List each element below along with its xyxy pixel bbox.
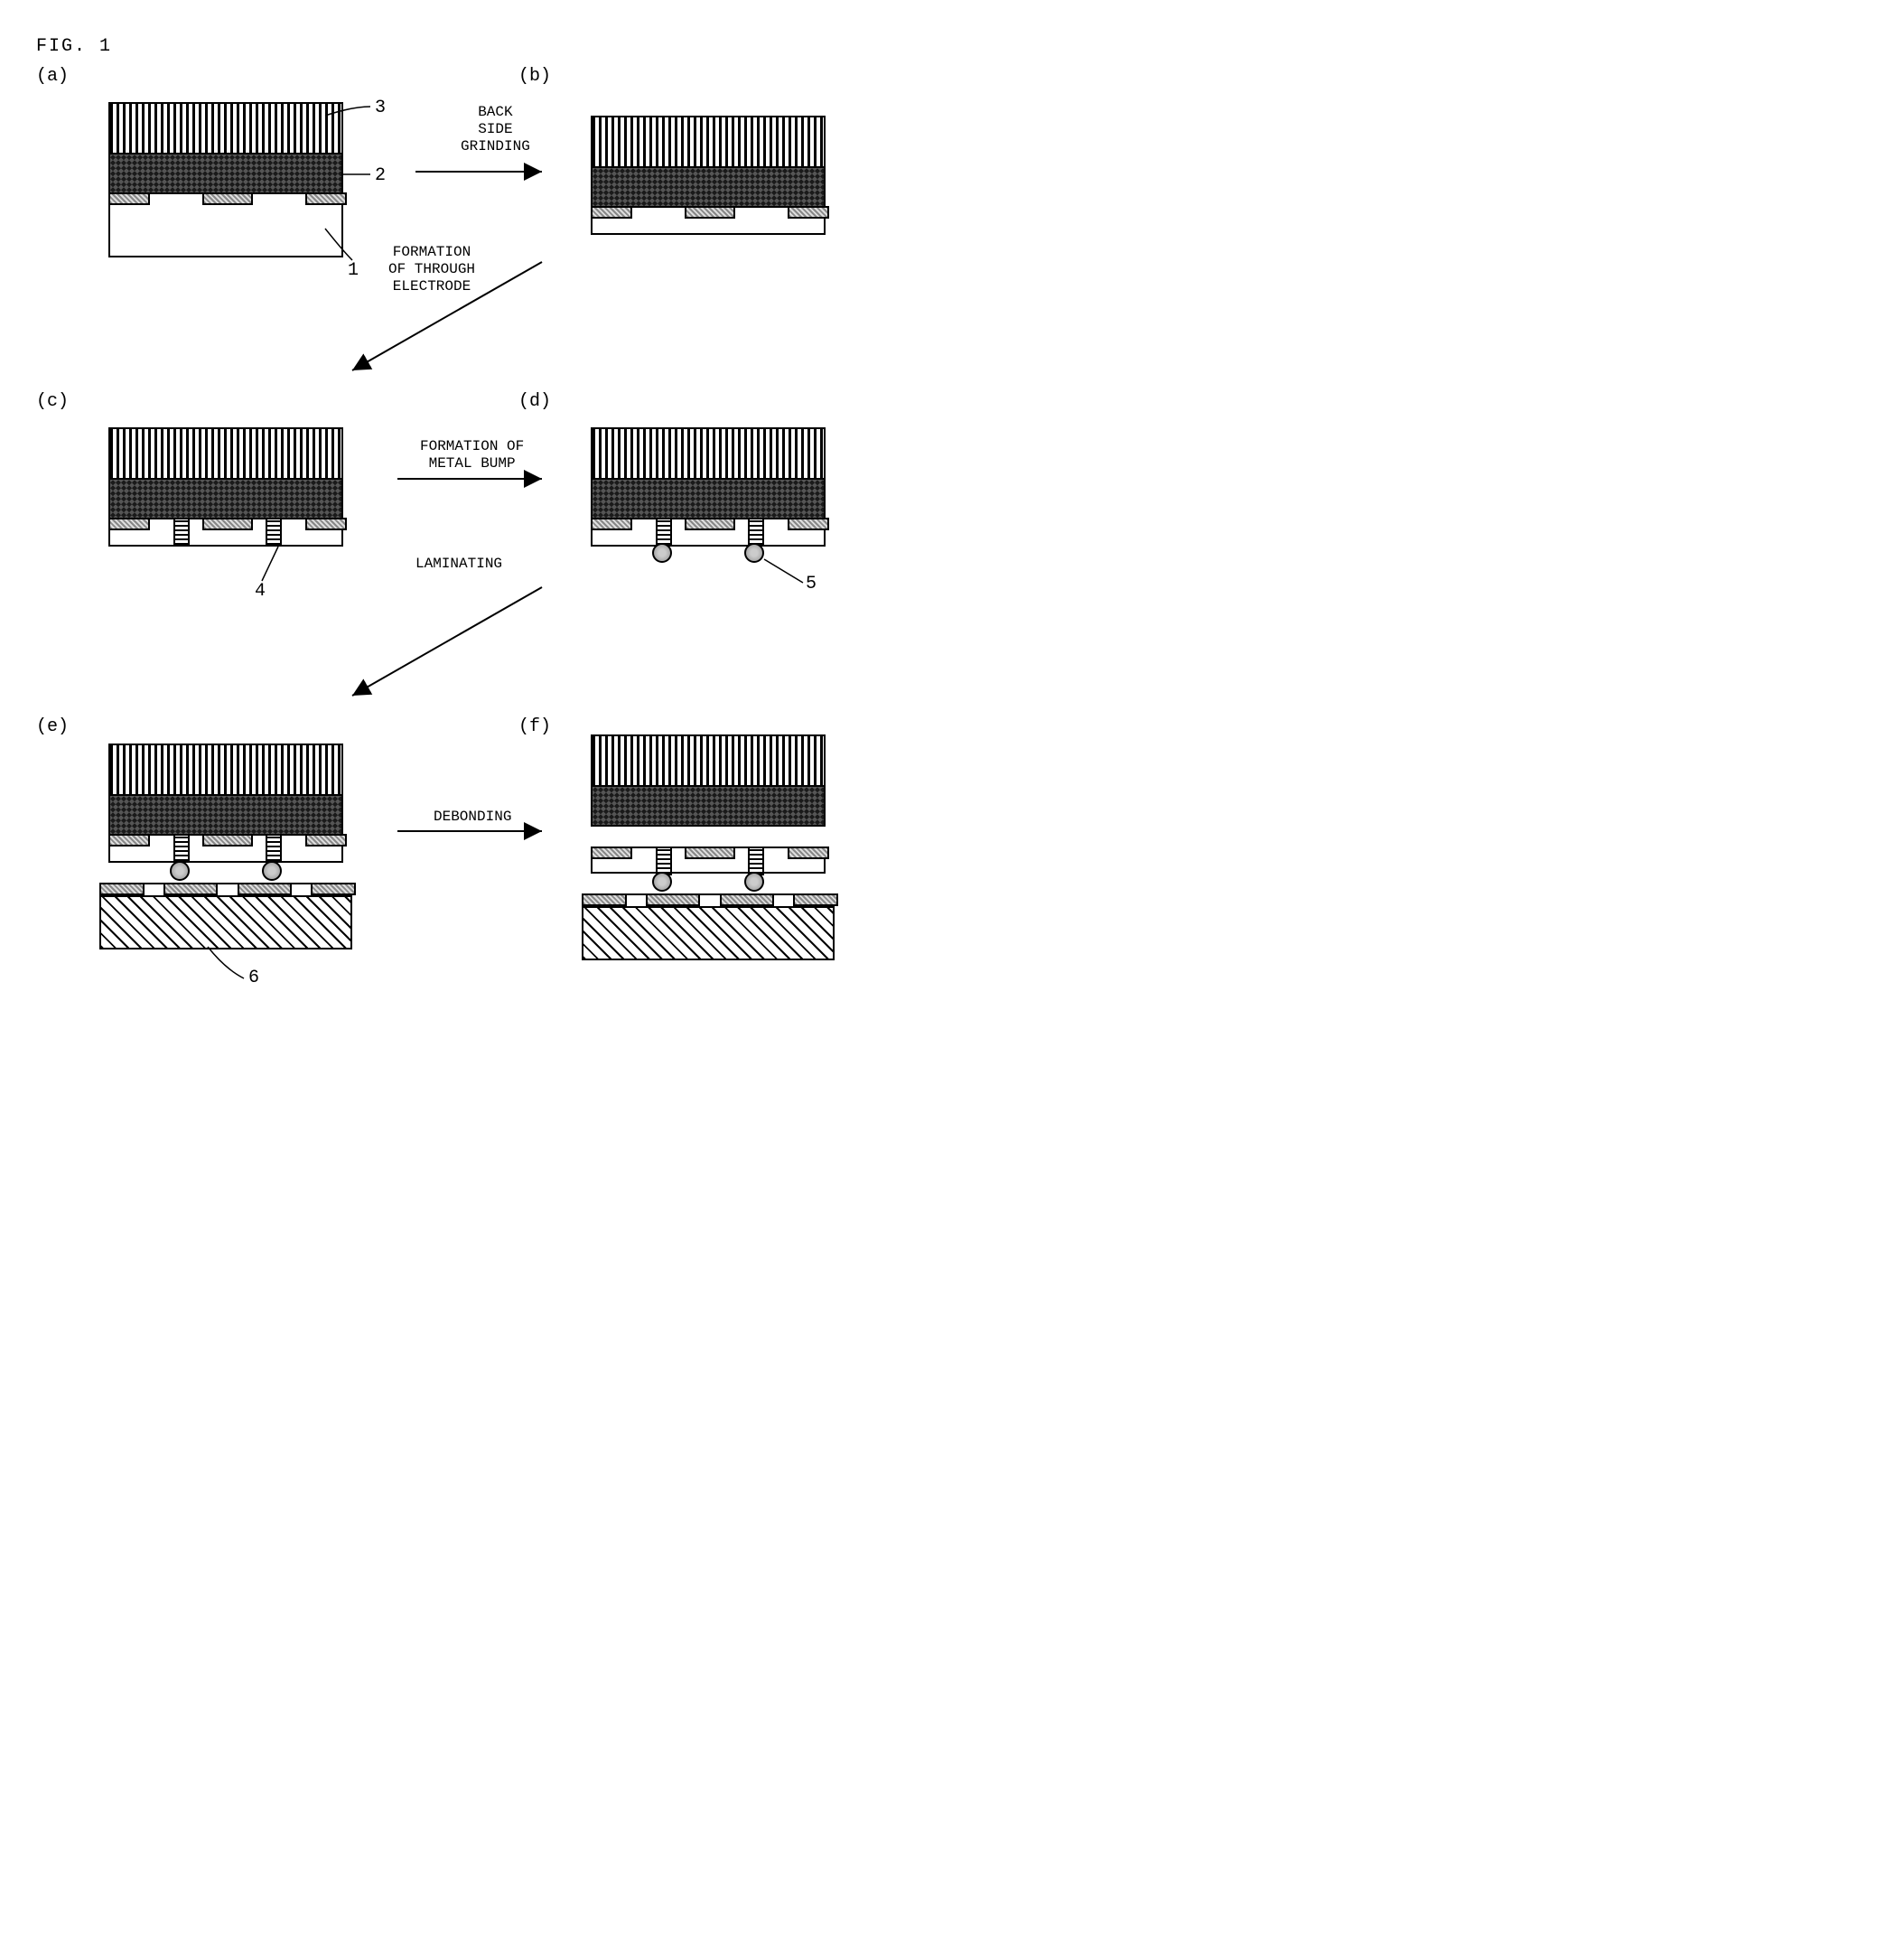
pad: [591, 206, 632, 219]
layer-thin-wafer: [108, 836, 343, 863]
pad: [591, 847, 632, 859]
panel-f-label: (f): [518, 716, 551, 737]
step-label-bc: FORMATION OF THROUGH ELECTRODE: [388, 244, 475, 296]
callout-2: 2: [375, 165, 386, 186]
metal-bump: [652, 872, 672, 892]
metal-bump: [652, 543, 672, 563]
figure-title: FIG. 1: [36, 36, 965, 57]
layer-dark: [108, 796, 343, 836]
metal-bump: [262, 861, 282, 881]
pad: [202, 192, 253, 205]
layer-thin-wafer: [591, 847, 826, 874]
step-label-cd: FORMATION OF METAL BUMP: [420, 438, 524, 472]
pad: [305, 518, 347, 530]
callout-1: 1: [348, 260, 359, 281]
step-label-ab: BACK SIDE GRINDING: [461, 104, 530, 156]
bottom-wafer-top: [99, 883, 352, 895]
panel-a-label: (a): [36, 66, 69, 87]
metal-bump: [170, 861, 190, 881]
panel-b: (b): [518, 66, 965, 319]
panel-d-label: (d): [518, 391, 551, 412]
pad: [646, 893, 700, 906]
panel-e: (e): [36, 716, 482, 969]
layer-thin-wafer: [591, 519, 826, 547]
pad: [788, 518, 829, 530]
step-label-ef: DEBONDING: [434, 809, 511, 826]
through-electrode: [173, 834, 190, 863]
step-label-de: LAMINATING: [415, 556, 502, 573]
pad: [305, 192, 347, 205]
through-electrode: [173, 518, 190, 547]
panel-c: (c) 4: [36, 391, 482, 644]
bottom-wafer-top: [582, 893, 835, 906]
pad: [788, 206, 829, 219]
layer-2-dark: [108, 154, 343, 194]
layer-thin-wafer: [591, 208, 826, 235]
panel-b-label: (b): [518, 66, 551, 87]
pad: [305, 834, 347, 847]
metal-bump: [744, 543, 764, 563]
callout-5: 5: [806, 574, 817, 594]
layer-dark: [591, 480, 826, 519]
pad: [685, 847, 735, 859]
layer-dark: [108, 480, 343, 519]
pad: [99, 883, 145, 895]
callout-6: 6: [248, 968, 259, 988]
pad: [582, 893, 627, 906]
callout-4: 4: [255, 581, 266, 602]
layer-1-wafer: [108, 194, 343, 257]
layer-dark: [591, 168, 826, 208]
layer-3-striped: [108, 102, 343, 154]
layer-thin-wafer: [108, 519, 343, 547]
pad: [788, 847, 829, 859]
pad: [591, 518, 632, 530]
layer-striped: [591, 734, 826, 787]
pad: [108, 834, 150, 847]
layer-dark: [591, 787, 826, 827]
bottom-wafer: [99, 895, 352, 949]
pad: [685, 206, 735, 219]
through-electrode: [266, 518, 282, 547]
layer-striped: [108, 427, 343, 480]
pad: [202, 518, 253, 530]
panel-e-label: (e): [36, 716, 69, 737]
pad: [311, 883, 356, 895]
pad: [685, 518, 735, 530]
panel-d: (d) 5: [518, 391, 965, 644]
pad: [202, 834, 253, 847]
pad: [238, 883, 292, 895]
metal-bump: [744, 872, 764, 892]
layer-striped: [108, 744, 343, 796]
panel-f: (f): [518, 716, 965, 969]
bottom-wafer: [582, 906, 835, 960]
panel-c-label: (c): [36, 391, 69, 412]
layer-striped: [591, 116, 826, 168]
panel-grid: (a) 3 2 1: [36, 66, 965, 969]
figure-1: FIG. 1 (a) 3 2: [36, 36, 965, 969]
layer-striped: [591, 427, 826, 480]
pad: [163, 883, 218, 895]
pad: [793, 893, 838, 906]
pad: [108, 192, 150, 205]
through-electrode: [266, 834, 282, 863]
pad: [108, 518, 150, 530]
pad: [720, 893, 774, 906]
callout-3: 3: [375, 98, 386, 118]
